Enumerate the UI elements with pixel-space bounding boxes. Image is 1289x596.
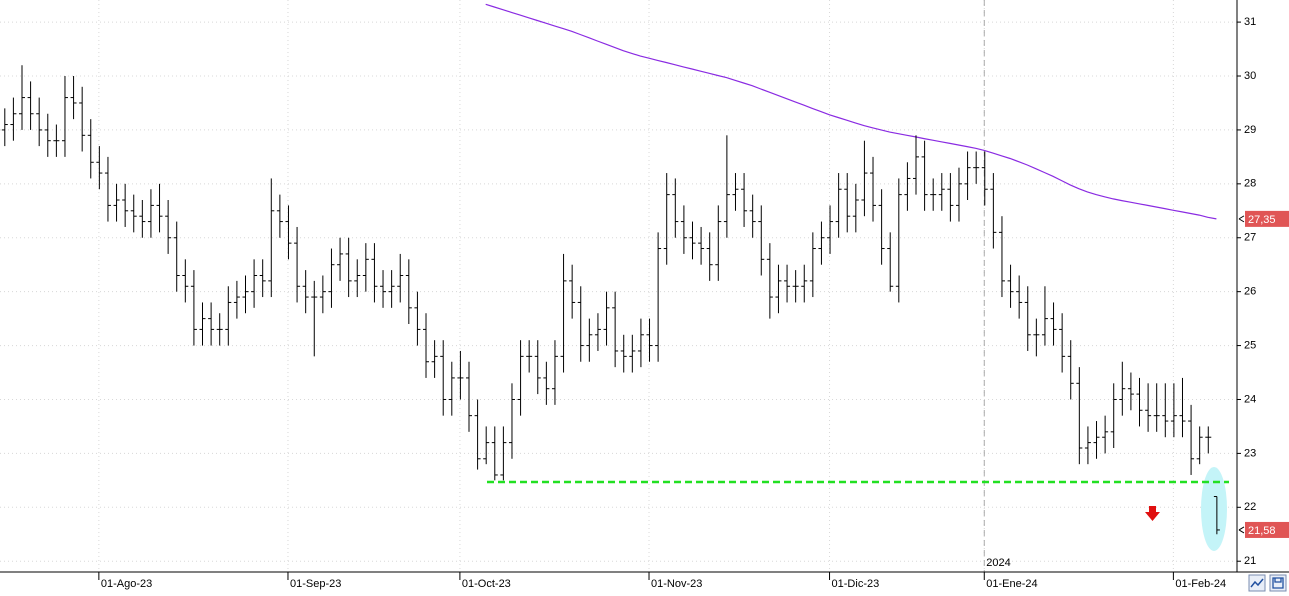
- x-tick-label: 01-Feb-24: [1175, 578, 1226, 590]
- price-pointer: [1238, 215, 1245, 223]
- x-tick-label: 01-Oct-23: [462, 578, 511, 590]
- moving-average-line: [485, 3, 1217, 220]
- y-tick-label: 22: [1244, 501, 1256, 513]
- year-label: 2024: [986, 557, 1010, 569]
- x-tick-label: 01-Nov-23: [651, 578, 702, 590]
- y-tick-label: 30: [1244, 70, 1256, 82]
- save-button[interactable]: [1269, 574, 1287, 592]
- y-tick-label: 23: [1244, 447, 1256, 459]
- y-tick-label: 29: [1244, 124, 1256, 136]
- y-tick-label: 31: [1244, 16, 1256, 28]
- down-arrow: [1145, 506, 1160, 521]
- price-label-box: [1245, 521, 1289, 538]
- y-tick-label: 28: [1244, 178, 1256, 190]
- axes-layer: 21 22 23 24 25 26 27 28 29 30 31 01-Ago-23 01-Sep-23…: [98, 16, 1289, 590]
- y-tick-label: 24: [1244, 393, 1256, 405]
- chart-button-icon: [1250, 578, 1264, 588]
- price-label-box: [1245, 210, 1289, 227]
- y-tick-label: 26: [1244, 286, 1256, 298]
- x-tick-label: 01-Dic-23: [832, 578, 880, 590]
- y-tick-label: 21: [1244, 555, 1256, 567]
- grid-layer: [0, 0, 1237, 572]
- x-tick-label: 01-Ene-24: [986, 578, 1037, 590]
- y-tick-label: 25: [1244, 339, 1256, 351]
- y-tick-label: 27: [1244, 232, 1256, 244]
- highlight-ellipse: [1201, 467, 1227, 551]
- price-pointer: [1238, 526, 1245, 534]
- price-label: 27,35: [1248, 214, 1276, 226]
- x-tick-label: 01-Ago-23: [101, 578, 152, 590]
- x-tick-label: 01-Sep-23: [290, 578, 341, 590]
- save-button-icon: [1272, 577, 1284, 589]
- marks-layer: [1, 3, 1229, 535]
- price-label: 21,58: [1248, 525, 1276, 537]
